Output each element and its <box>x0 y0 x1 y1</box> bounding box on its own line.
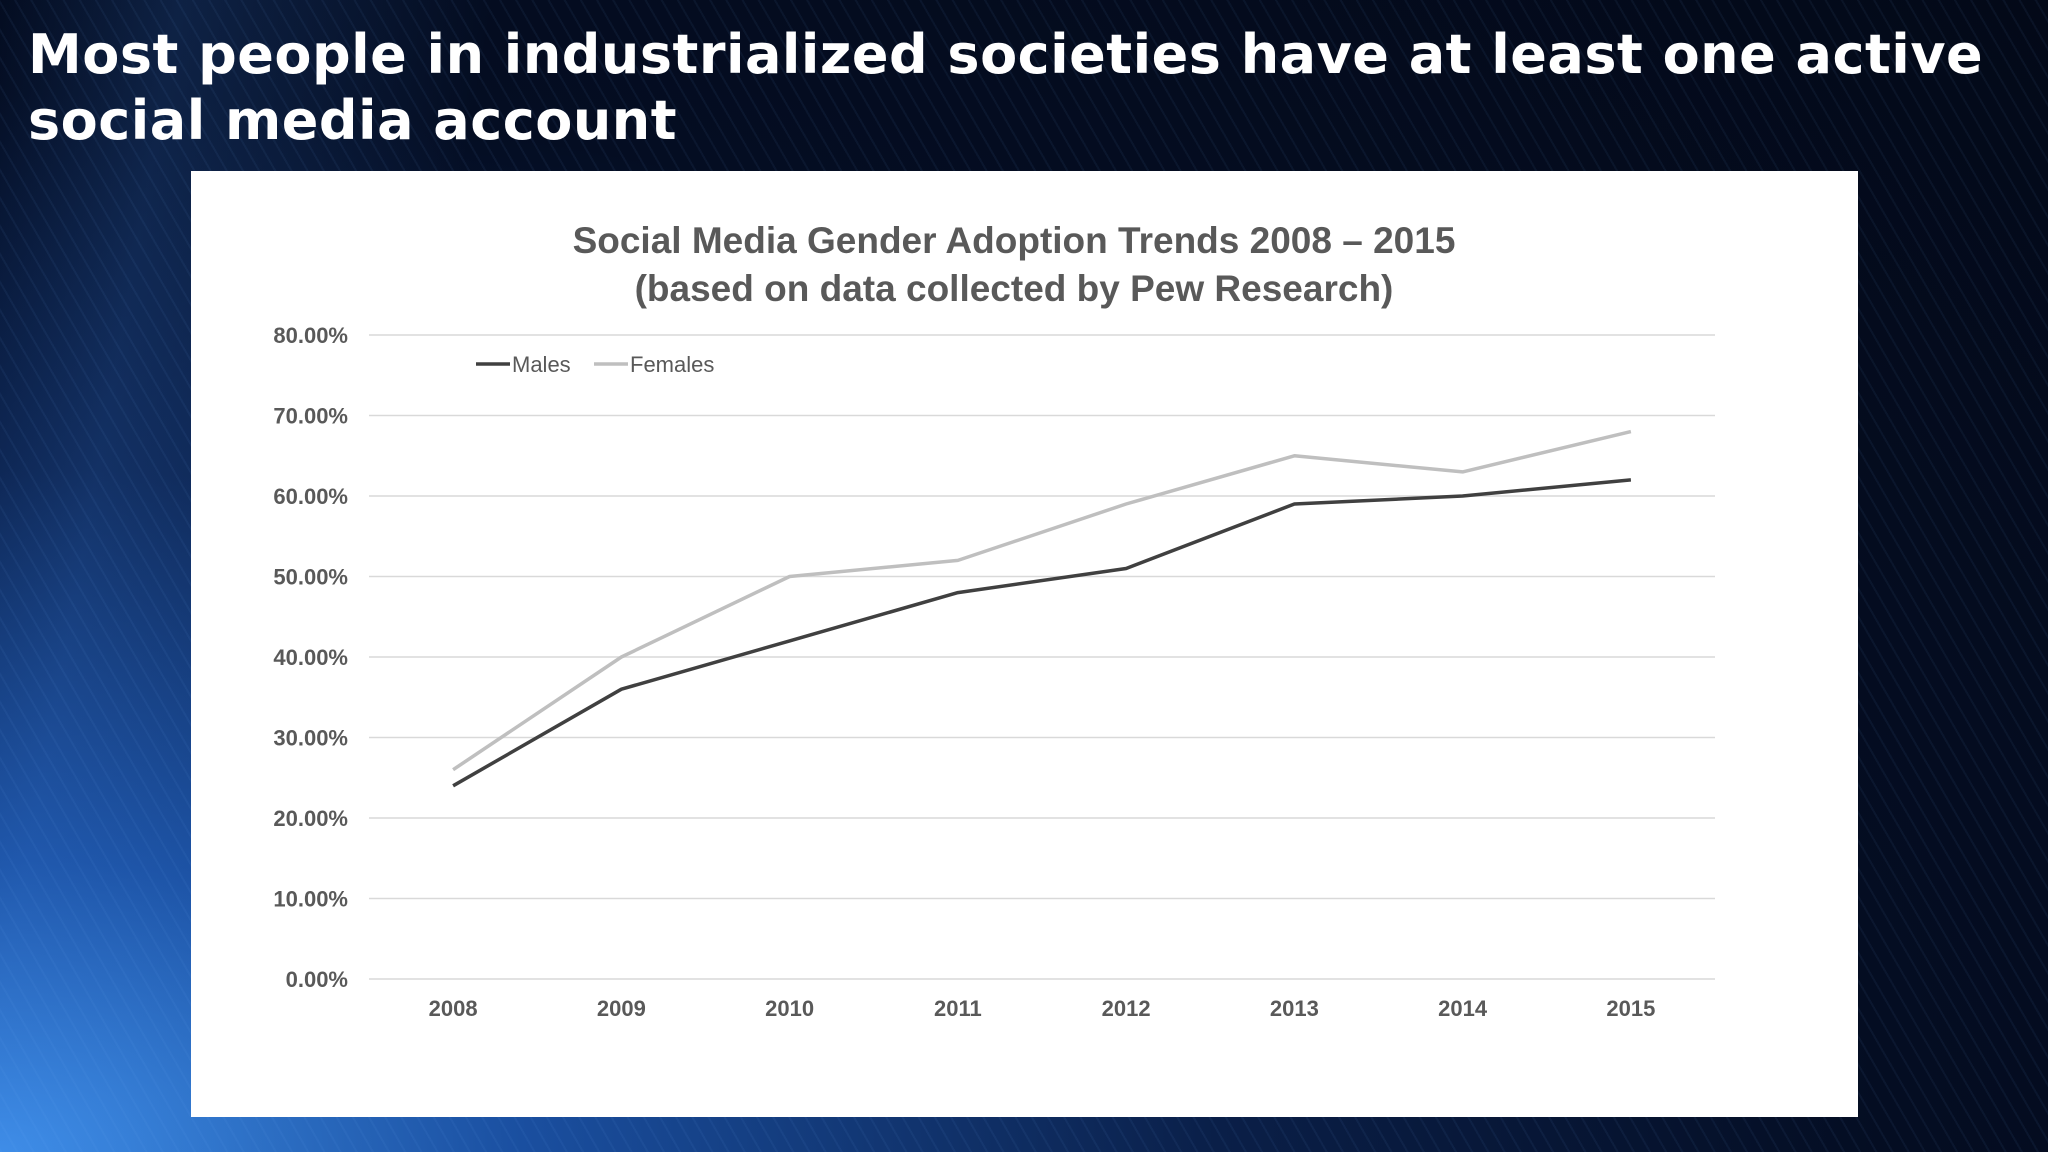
x-tick-label: 2011 <box>934 996 982 1021</box>
chart-title-line-2: (based on data collected by Pew Research… <box>635 268 1394 309</box>
x-tick-label: 2013 <box>1270 996 1319 1021</box>
y-tick-label: 60.00% <box>273 484 348 509</box>
series-line-males <box>452 478 1632 788</box>
line-chart: Social Media Gender Adoption Trends 2008… <box>273 220 1715 1021</box>
y-tick-label: 50.00% <box>273 565 348 590</box>
legend-label-females: Females <box>630 352 714 377</box>
chart-title-line-1: Social Media Gender Adoption Trends 2008… <box>573 220 1456 261</box>
x-tick-label: 2012 <box>1102 996 1151 1021</box>
legend-label-males: Males <box>512 352 571 377</box>
slide-title: Most people in industrialized societies … <box>28 23 1984 152</box>
x-tick-label: 2008 <box>429 996 478 1021</box>
y-tick-label: 80.00% <box>273 323 348 348</box>
y-tick-label: 10.00% <box>273 887 348 912</box>
chart-panel: Social Media Gender Adoption Trends 2008… <box>191 171 1858 1117</box>
y-tick-label: 0.00% <box>286 967 348 992</box>
x-tick-label: 2010 <box>765 996 814 1021</box>
y-tick-label: 70.00% <box>273 404 348 429</box>
x-tick-label: 2015 <box>1606 996 1655 1021</box>
y-tick-label: 30.00% <box>273 726 348 751</box>
series-line-females <box>452 429 1632 772</box>
y-tick-label: 40.00% <box>273 645 348 670</box>
x-tick-label: 2009 <box>597 996 646 1021</box>
y-tick-label: 20.00% <box>273 806 348 831</box>
x-tick-label: 2014 <box>1438 996 1488 1021</box>
